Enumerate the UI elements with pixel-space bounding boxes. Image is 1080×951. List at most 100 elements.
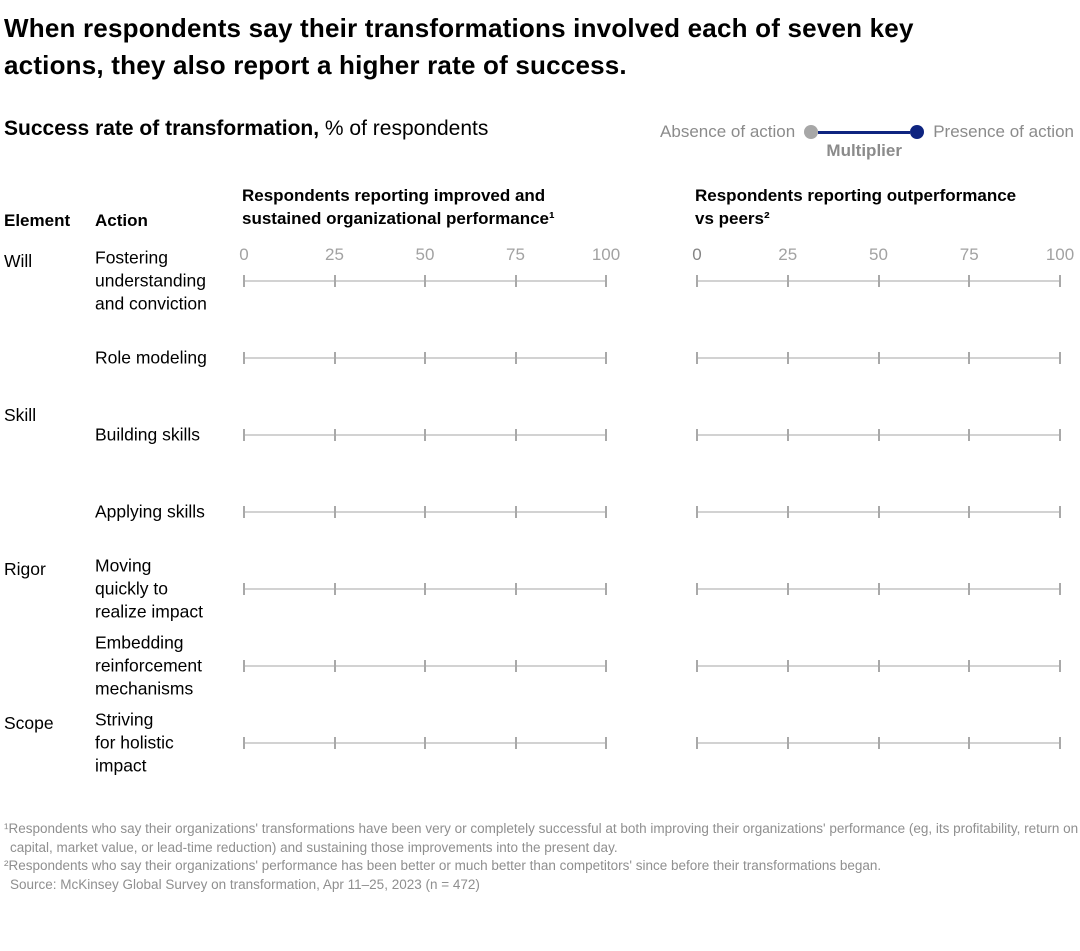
tick-mark	[243, 660, 245, 672]
tick-mark	[424, 660, 426, 672]
chart-row-role-modeling: Role modeling	[0, 319, 1080, 396]
tick-mark	[786, 506, 789, 518]
tick-mark	[424, 506, 426, 518]
element-label: Rigor	[4, 559, 46, 579]
axis-right	[696, 429, 1061, 441]
tick-mark	[243, 275, 245, 287]
axis-left	[243, 429, 607, 441]
tick-label: 25	[325, 245, 344, 264]
tick-mark	[1059, 660, 1061, 672]
axis-right	[696, 737, 1061, 749]
axis-tick-labels-left: 0 25 50 75 100	[239, 245, 620, 267]
action-label: Embedding reinforcement mechanisms	[95, 632, 202, 698]
tick-mark	[243, 583, 245, 595]
tick-mark	[243, 506, 245, 518]
chart-row-applying-skills: Applying skills	[0, 473, 1080, 550]
tick-mark	[243, 352, 245, 364]
subtitle-rest: % of respondents	[319, 117, 489, 140]
element-column-header: Element	[4, 211, 71, 230]
chart-row-striving: Scope Striving for holistic impact	[0, 704, 1080, 781]
tick-mark	[968, 583, 971, 595]
tick-mark	[786, 429, 789, 441]
tick-mark	[877, 352, 880, 364]
tick-mark	[877, 429, 880, 441]
tick-mark	[514, 429, 517, 441]
axis-left	[243, 506, 607, 518]
axis-right	[696, 275, 1061, 287]
tick-mark	[696, 275, 698, 287]
chart-row-embedding: Embedding reinforcement mechanisms	[0, 627, 1080, 704]
tick-mark	[968, 737, 971, 749]
footnote-1: ¹Respondents who say their organizations…	[4, 821, 1079, 855]
tick-label: 0	[692, 245, 702, 264]
panel-header-performance: Respondents reporting improved and susta…	[242, 186, 555, 228]
panel-header-outperformance: Respondents reporting outperformance vs …	[695, 186, 1017, 228]
source-line: Source: McKinsey Global Survey on transf…	[10, 876, 480, 892]
action-label: Moving quickly to realize impact	[95, 555, 203, 621]
tick-mark	[1059, 429, 1061, 441]
tick-mark	[243, 737, 245, 749]
action-column-header: Action	[95, 211, 148, 230]
axis-right	[696, 352, 1061, 364]
action-label: Building skills	[95, 424, 201, 444]
tick-mark	[1059, 275, 1061, 287]
tick-mark	[424, 429, 426, 441]
tick-mark	[696, 352, 698, 364]
legend: Absence of action Multiplier Presence of…	[660, 122, 1074, 160]
action-label: Fostering understanding and conviction	[95, 247, 207, 313]
tick-mark	[605, 506, 607, 518]
tick-mark	[1059, 352, 1061, 364]
axis-right	[696, 583, 1061, 595]
tick-mark	[696, 429, 698, 441]
tick-label: 75	[506, 245, 525, 264]
tick-mark	[968, 352, 971, 364]
axis-tick-labels-right: 0 25 50 75 100	[692, 245, 1074, 267]
action-label: Applying skills	[95, 501, 205, 521]
chart-subtitle: Success rate of transformation, % of res…	[4, 117, 488, 141]
tick-mark	[605, 429, 607, 441]
tick-mark	[968, 506, 971, 518]
tick-mark	[514, 737, 517, 749]
subtitle-bold: Success rate of transformation,	[4, 117, 320, 140]
tick-mark	[877, 506, 880, 518]
chart-area: 0 25 50 75 100 0 25 50 75 100 Will Foste…	[0, 242, 1080, 782]
tick-mark	[424, 583, 426, 595]
page-title: When respondents say their transformatio…	[4, 13, 914, 80]
tick-mark	[514, 660, 517, 672]
tick-label: 25	[778, 245, 798, 264]
tick-mark	[1059, 737, 1061, 749]
chart-row-moving-quickly: Rigor Moving quickly to realize impact	[0, 550, 1080, 627]
absence-dot-icon	[804, 125, 819, 139]
tick-mark	[605, 352, 607, 364]
axis-left	[243, 352, 607, 364]
tick-mark	[333, 352, 336, 364]
tick-label: 50	[869, 245, 888, 264]
tick-mark	[333, 506, 336, 518]
chart-row-building-skills: Skill Building skills	[0, 396, 1080, 473]
tick-mark	[243, 429, 245, 441]
element-label: Skill	[4, 405, 37, 425]
axis-left	[243, 583, 607, 595]
tick-mark	[333, 737, 336, 749]
tick-mark	[424, 737, 426, 749]
tick-mark	[786, 583, 789, 595]
tick-mark	[605, 660, 607, 672]
tick-mark	[333, 583, 336, 595]
presence-dot-icon	[910, 125, 925, 139]
element-label: Will	[4, 251, 33, 271]
tick-mark	[605, 583, 607, 595]
tick-mark	[786, 275, 789, 287]
axis-left	[243, 275, 607, 287]
axis-right	[696, 660, 1061, 672]
chart-row-fostering: Will Fostering understanding and convict…	[0, 242, 1080, 319]
legend-absence-label: Absence of action	[660, 122, 796, 141]
tick-mark	[696, 737, 698, 749]
tick-label: 100	[1045, 245, 1075, 264]
tick-mark	[877, 660, 880, 672]
tick-mark	[514, 583, 517, 595]
axis-left	[243, 660, 607, 672]
axis-left	[243, 737, 607, 749]
action-label: Role modeling	[95, 347, 207, 367]
tick-label: 100	[591, 245, 621, 264]
